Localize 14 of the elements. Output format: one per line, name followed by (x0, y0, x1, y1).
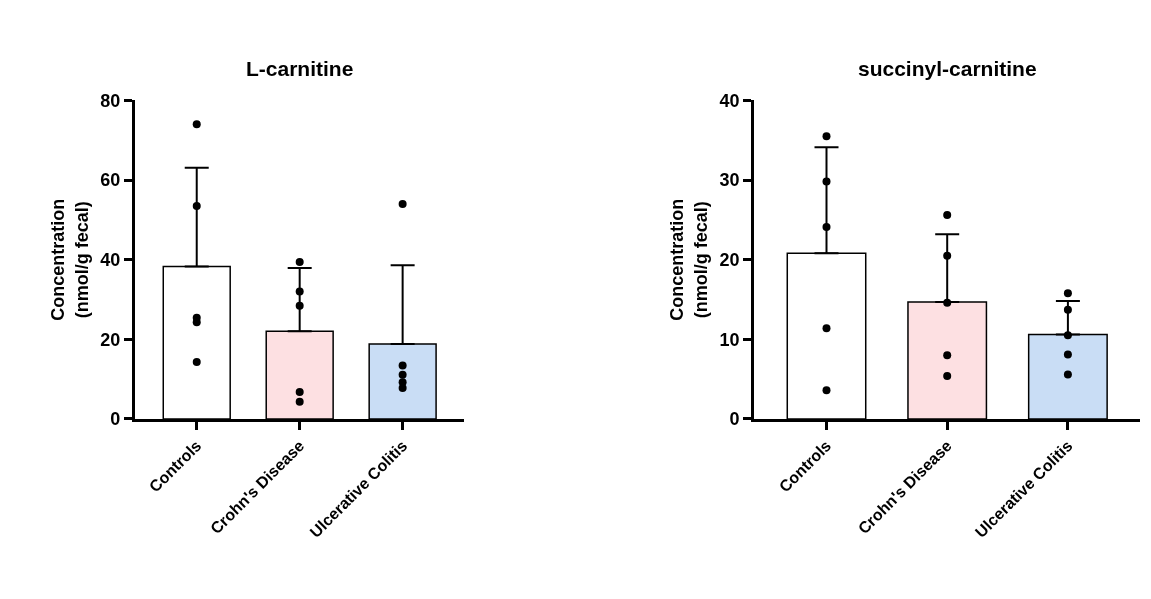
y-axis-title: Concentration (nmol/g fecal) (48, 198, 92, 321)
y-tick-label: 80 (100, 90, 121, 111)
y-tick-label: 10 (719, 329, 740, 350)
chart-title: succinyl-carnitine (858, 57, 1037, 80)
y-tick-label: 0 (110, 409, 121, 430)
chart-title: L-carnitine (246, 57, 354, 80)
y-tick-label: 60 (100, 170, 121, 191)
y-tick-label: 40 (719, 90, 740, 111)
y-tick-label: 30 (719, 170, 740, 191)
y-tick-label: 20 (100, 329, 121, 350)
y-tick-label: 40 (100, 249, 121, 270)
y-tick-label: 20 (719, 249, 740, 270)
y-tick-label: 0 (729, 409, 740, 430)
y-axis-title: Concentration (nmol/g fecal) (667, 198, 711, 321)
